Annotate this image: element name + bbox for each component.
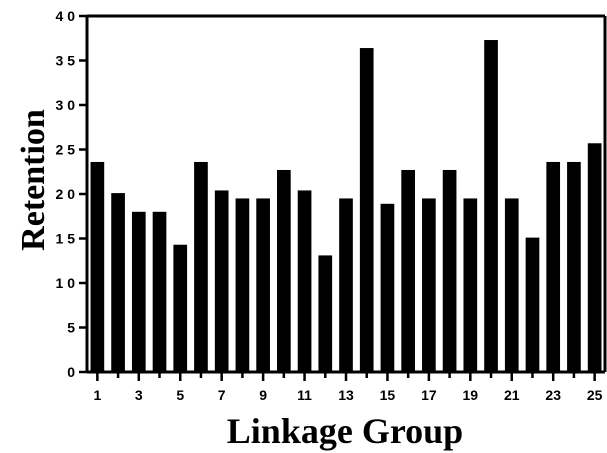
bar-17 [422,198,436,372]
bar-1 [90,161,105,372]
y-tick-label-15: 1 5 [56,231,76,247]
bar-19 [463,198,478,372]
y-tick-label-25: 2 5 [56,142,76,158]
bars-group [90,40,602,372]
bar-25 [587,143,602,372]
x-tick-label-1: 1 [93,387,101,403]
bar-15 [380,203,395,372]
bar-20 [484,40,498,372]
bar-13 [339,198,353,372]
y-axis-label: Retention [15,109,52,251]
bar-24 [567,161,581,372]
y-tick-label-30: 3 0 [56,97,76,113]
x-axis-ticks: 1 3 5 7 9 11 13 15 17 19 21 23 25 [93,372,603,403]
y-tick-label-40: 4 0 [56,8,76,24]
bar-11 [297,190,312,372]
x-tick-label-11: 11 [297,387,312,403]
x-tick-label-7: 7 [218,387,226,403]
bar-8 [235,198,250,372]
bar-16 [401,169,415,372]
y-tick-label-35: 3 5 [56,53,76,69]
x-tick-label-15: 15 [380,387,396,403]
y-tick-label-20: 2 0 [56,186,76,202]
x-tick-label-21: 21 [504,387,520,403]
bar-23 [546,161,561,372]
x-tick-label-13: 13 [338,387,354,403]
bar-4 [152,211,167,372]
x-tick-label-5: 5 [176,387,184,403]
y-tick-label-0: 0 [67,364,75,380]
bar-21 [504,198,519,372]
y-tick-label-10: 1 0 [56,275,76,291]
bar-9 [256,198,270,372]
x-tick-label-23: 23 [545,387,561,403]
x-tick-label-17: 17 [421,387,437,403]
x-tick-label-3: 3 [135,387,143,403]
bar-18 [442,169,457,372]
x-tick-label-9: 9 [259,387,267,403]
bar-2 [111,193,125,372]
x-tick-label-25: 25 [587,387,603,403]
x-axis-label: Linkage Group [227,411,463,451]
bar-12 [318,255,333,372]
x-tick-label-19: 19 [463,387,479,403]
bar-22 [525,237,540,372]
bar-7 [214,190,229,372]
y-tick-label-5: 5 [67,320,75,336]
y-axis-ticks: 0 5 1 0 1 5 2 0 2 5 3 0 3 5 4 0 [56,8,87,380]
bar-3 [131,211,146,372]
bar-5 [173,244,188,372]
bar-14 [359,48,374,372]
bar-10 [277,169,291,372]
bar-6 [194,161,208,372]
